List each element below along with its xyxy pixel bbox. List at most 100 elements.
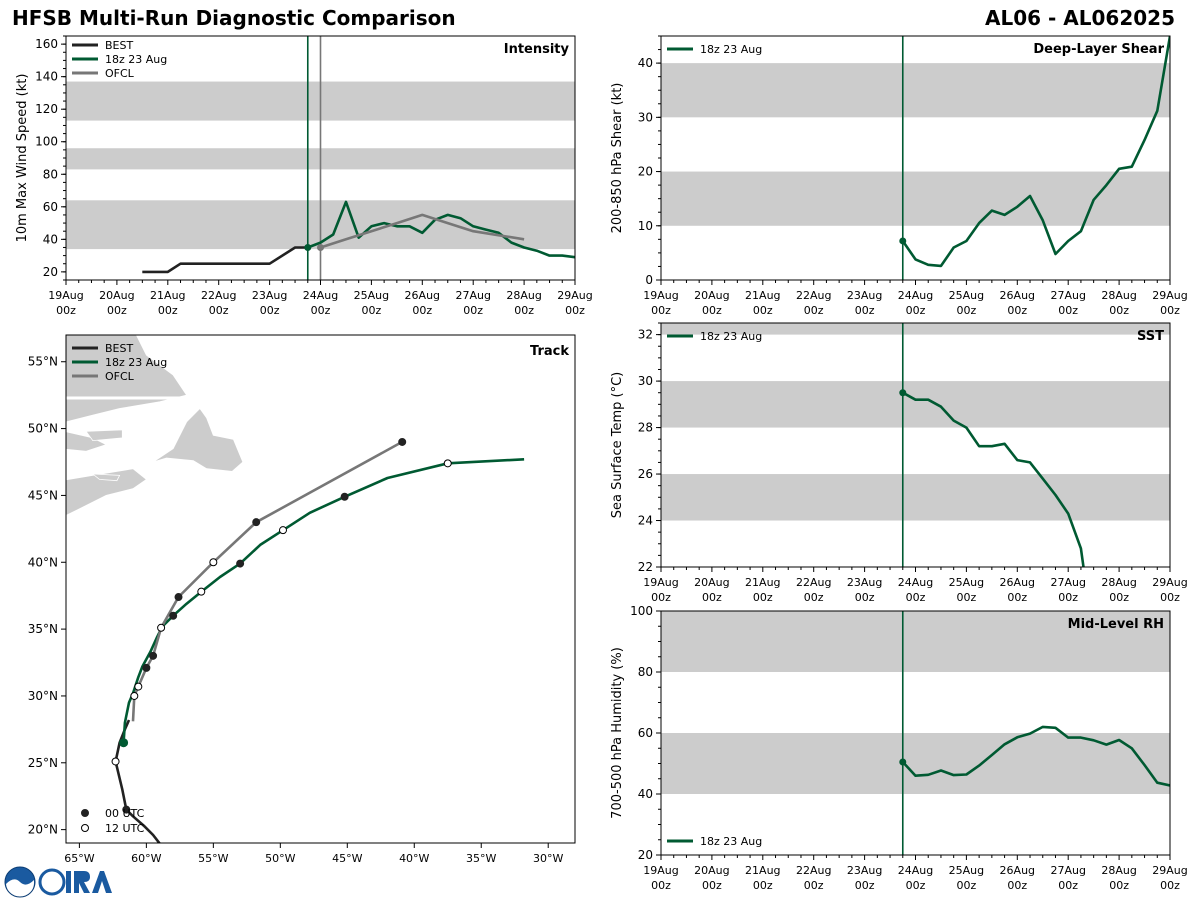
rh-xtick-label: 23Aug (847, 864, 882, 877)
shear-xtick-label: 20Aug (694, 289, 729, 302)
sst-series-run (902, 391, 1085, 567)
sst-xtick-sublabel: 00z (1160, 591, 1180, 604)
shear-ytick-label: 30 (638, 110, 653, 124)
labrador-land (66, 335, 188, 423)
track-ytick-label: 30°N (28, 689, 58, 703)
rh-band (661, 611, 1170, 672)
intensity-series-best (142, 246, 308, 274)
shear-xtick-sublabel: 00z (1160, 304, 1180, 317)
intensity-series-ofcl (320, 213, 525, 249)
sst-band (661, 323, 1170, 335)
newfoundland-land (152, 407, 244, 472)
rh-xtick-sublabel: 00z (1109, 879, 1129, 892)
shear-xtick-label: 29Aug (1152, 289, 1187, 302)
panel-rh: 19Aug 00z 20Aug 00z 21Aug 00z 22Aug 00z 23Aug 00z… (610, 604, 1188, 892)
sst-ytick-label: 26 (638, 467, 653, 481)
shear-ytick-label: 40 (638, 56, 653, 70)
shear-ytick-label: 0 (645, 273, 653, 287)
rh-start-point-run (899, 758, 907, 766)
rh-ylabel: 700-500 hPa Humidity (%) (610, 647, 625, 819)
track-point-ofcl (174, 593, 183, 602)
rh-band (661, 733, 1170, 794)
shear-ytick-label: 20 (638, 165, 653, 179)
intensity-xtick-label: 24Aug (303, 289, 338, 302)
track-ytick-label: 35°N (28, 622, 58, 636)
sst-xtick-label: 24Aug (898, 576, 933, 589)
rh-xtick-label: 27Aug (1050, 864, 1085, 877)
sst-xtick-sublabel: 00z (906, 591, 926, 604)
intensity-xtick-label: 28Aug (506, 289, 541, 302)
track-point-ofcl (398, 437, 407, 446)
rh-xtick-label: 20Aug (694, 864, 729, 877)
intensity-xtick-sublabel: 00z (107, 304, 127, 317)
intensity-ytick-label: 100 (35, 135, 58, 149)
rh-xtick-label: 21Aug (745, 864, 780, 877)
sst-xtick-sublabel: 00z (1058, 591, 1078, 604)
intensity-xtick-label: 29Aug (557, 289, 592, 302)
sst-xtick-label: 23Aug (847, 576, 882, 589)
storm-id: AL06 - AL062025 (985, 6, 1175, 30)
anticosti-land (85, 429, 123, 442)
intensity-xtick-label: 27Aug (455, 289, 490, 302)
shear-ytick-label: 10 (638, 219, 653, 233)
rh-xtick-sublabel: 00z (702, 879, 722, 892)
shear-xtick-sublabel: 00z (702, 304, 722, 317)
sst-ytick-label: 28 (638, 421, 653, 435)
track-ytick-label: 45°N (28, 488, 58, 502)
sst-legend-label-run: 18z 23 Aug (700, 330, 762, 343)
shear-xtick-sublabel: 00z (906, 304, 926, 317)
sst-frame (660, 322, 1171, 568)
intensity-ytick-label: 140 (35, 70, 58, 84)
intensity-ytick-label: 120 (35, 102, 58, 116)
intensity-ylabel: 10m Max Wind Speed (kt) (15, 74, 30, 243)
sst-xtick-sublabel: 00z (702, 591, 722, 604)
sst-title: SST (1137, 329, 1164, 344)
track-legend-label-run: 18z 23 Aug (105, 356, 167, 369)
sst-xtick-label: 26Aug (1000, 576, 1035, 589)
shear-title: Deep-Layer Shear (1033, 42, 1164, 57)
track-xtick-label: 65°W (64, 852, 94, 865)
track-legend-marker-00utc (81, 809, 89, 817)
intensity-legend-label-run: 18z 23 Aug (105, 53, 167, 66)
shear-series-run (901, 36, 1170, 268)
sst-xtick-sublabel: 00z (1109, 591, 1129, 604)
panel-shear: 19Aug 00z 20Aug 00z 21Aug 00z 22Aug 00z 23Aug 00z… (610, 35, 1188, 317)
rh-ytick-label: 80 (638, 665, 653, 679)
track-point-ofcl (252, 518, 261, 527)
shear-xtick-label: 19Aug (643, 289, 678, 302)
shear-xtick-label: 26Aug (1000, 289, 1035, 302)
intensity-xtick-label: 26Aug (405, 289, 440, 302)
shear-legend-label-run: 18z 23 Aug (700, 43, 762, 56)
track-point-run (197, 587, 206, 596)
track-ytick-label: 20°N (28, 823, 58, 837)
track-point-run (236, 559, 245, 568)
rh-xtick-label: 29Aug (1152, 864, 1187, 877)
track-legend-label-ofcl: OFCL (105, 370, 135, 383)
track-legend-label-best: BEST (105, 342, 133, 355)
shear-xtick-label: 28Aug (1101, 289, 1136, 302)
shear-xtick-sublabel: 00z (804, 304, 824, 317)
shear-xtick-label: 22Aug (796, 289, 831, 302)
track-ytick-label: 40°N (28, 555, 58, 569)
intensity-xtick-sublabel: 00z (311, 304, 331, 317)
intensity-xtick-sublabel: 00z (260, 304, 280, 317)
rh-xtick-label: 28Aug (1101, 864, 1136, 877)
shear-xtick-sublabel: 00z (855, 304, 875, 317)
track-legend-label-00utc: 00 UTC (105, 807, 145, 820)
intensity-xtick-sublabel: 00z (362, 304, 382, 317)
shear-xtick-sublabel: 00z (1007, 304, 1027, 317)
rh-xtick-label: 25Aug (949, 864, 984, 877)
lake-land-gap (66, 396, 192, 400)
shear-xtick-sublabel: 00z (753, 304, 773, 317)
rh-xtick-label: 19Aug (643, 864, 678, 877)
intensity-xtick-sublabel: 00z (158, 304, 178, 317)
shear-xtick-sublabel: 00z (1109, 304, 1129, 317)
shear-ylabel: 200-850 hPa Shear (kt) (610, 83, 625, 234)
track-point-best (122, 805, 131, 814)
sst-xtick-label: 21Aug (745, 576, 780, 589)
intensity-xtick-sublabel: 00z (514, 304, 534, 317)
intensity-xtick-sublabel: 00z (412, 304, 432, 317)
sst-band (661, 381, 1170, 428)
track-legend-marker-12utc (81, 824, 89, 832)
intensity-xtick-label: 19Aug (48, 289, 83, 302)
